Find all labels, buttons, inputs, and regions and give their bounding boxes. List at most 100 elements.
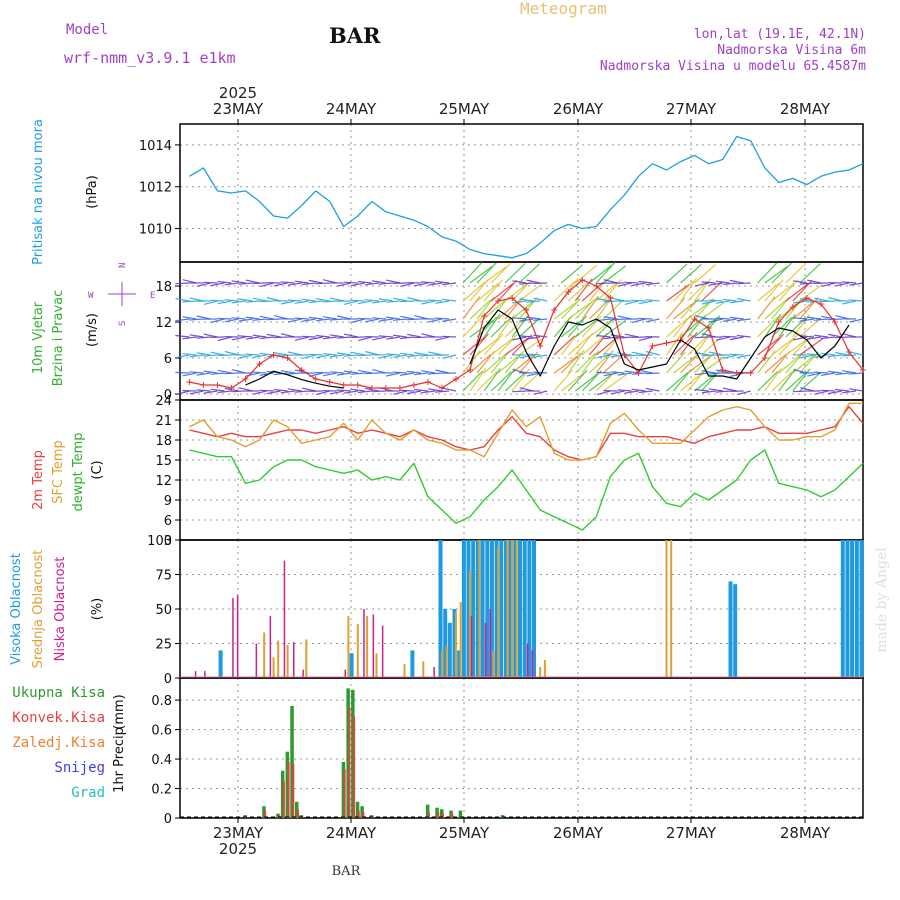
precip-bar (449, 810, 453, 818)
wind-vector (245, 336, 260, 340)
wind-vector (280, 370, 295, 374)
wind-vector (567, 335, 590, 356)
pressure-ylabel: Pritisak na nivou mora (31, 119, 46, 265)
cloud-bar (471, 540, 476, 677)
wind-vector (301, 318, 316, 322)
gust-marker (789, 304, 796, 310)
station-title: BAR (329, 23, 381, 48)
bottom-day-label: 26MAY (553, 824, 604, 842)
precip-bar (458, 810, 463, 818)
wind-vector (406, 370, 421, 374)
bottom-year-label: 2025 (219, 840, 257, 858)
wind-vector (435, 280, 450, 284)
cloud-bar (363, 609, 365, 677)
cloud-bar (283, 560, 286, 677)
wind-vector (364, 318, 379, 323)
wind-vector (427, 299, 443, 302)
wind-vector (224, 282, 239, 286)
cloud-bar (349, 653, 354, 677)
precip-bar (362, 812, 365, 818)
wind-vector (371, 300, 386, 304)
wind-vector (189, 354, 204, 358)
wind-vector (814, 297, 829, 302)
wind-vector (259, 300, 274, 303)
wind-vector (497, 313, 516, 338)
wind-vector (533, 297, 548, 302)
wind-vector (476, 337, 500, 356)
wind-vector (757, 370, 779, 392)
wind-vector (462, 370, 484, 392)
wind-vector (490, 337, 514, 356)
wind-vector (553, 335, 576, 356)
wind-vector (351, 318, 365, 324)
wind-vector (799, 317, 821, 338)
wind-vector (792, 317, 807, 320)
precip-bar (264, 810, 267, 818)
precip-bar (435, 807, 439, 818)
wind-vector (835, 352, 850, 356)
wind-vector (400, 282, 415, 288)
wind-vector (624, 333, 639, 338)
wind-vector (357, 317, 372, 320)
y-tick-label: 0.4 (151, 753, 172, 768)
precip-bar (437, 812, 440, 818)
wind-vector (462, 336, 485, 356)
wind-vector (421, 370, 436, 374)
wind-vector (343, 281, 358, 284)
compass-e: E (150, 291, 155, 301)
wind-vector (610, 371, 625, 374)
cloud-bar (492, 650, 495, 677)
wind-vector (638, 369, 653, 374)
wind-vector (245, 300, 260, 303)
wind-vector (175, 298, 190, 302)
wind-vector (476, 262, 497, 284)
wind-vector (553, 356, 578, 374)
panel-frame-4 (179, 677, 864, 819)
wind-vector (814, 354, 828, 358)
wind-vector (301, 298, 316, 302)
cloud-bar (504, 540, 508, 677)
wind-vector (820, 389, 835, 392)
wind-vector (392, 318, 407, 321)
cloud-bar (381, 625, 384, 677)
wind-vector (287, 388, 302, 392)
wind-vector (799, 263, 821, 284)
wind-vector (343, 390, 358, 394)
wind-vector (203, 333, 218, 338)
wind-vector (217, 300, 232, 305)
cloud-bar (438, 540, 443, 677)
wind-vector (483, 367, 501, 392)
wind-vector (835, 282, 850, 287)
wind-vector (835, 372, 850, 376)
precip-bar (425, 804, 430, 818)
wind-vector (427, 372, 443, 375)
wind-vector (252, 371, 267, 374)
wind-vector (469, 265, 493, 284)
gust-marker (803, 295, 810, 301)
cloud-bar (850, 540, 855, 677)
wind-vector (595, 282, 618, 302)
wind-vector (434, 390, 450, 393)
wind-vector (203, 390, 218, 394)
wind-vector (553, 281, 575, 302)
wind-vector (273, 388, 288, 392)
cloud-bar (445, 646, 448, 677)
bottom-day-label: 24MAY (326, 824, 377, 842)
wind-vector (497, 334, 518, 356)
wind-vector (385, 336, 400, 340)
wind-vector (848, 372, 864, 375)
wind-vector (175, 371, 190, 374)
wind-vector (407, 390, 422, 395)
wind-vector (399, 389, 414, 392)
wind-vector (602, 333, 623, 356)
wind-vector (238, 354, 253, 359)
wind-vector (645, 372, 660, 375)
gust-marker (537, 343, 544, 349)
wind-vector (189, 371, 204, 374)
wind-vector (435, 300, 450, 304)
temp2m-ylabel: 2m Temp (31, 450, 46, 510)
wind-vector (687, 280, 708, 302)
wind-compass: W E N S (88, 263, 155, 326)
gust-marker (382, 385, 389, 391)
wind-vector (701, 315, 721, 338)
